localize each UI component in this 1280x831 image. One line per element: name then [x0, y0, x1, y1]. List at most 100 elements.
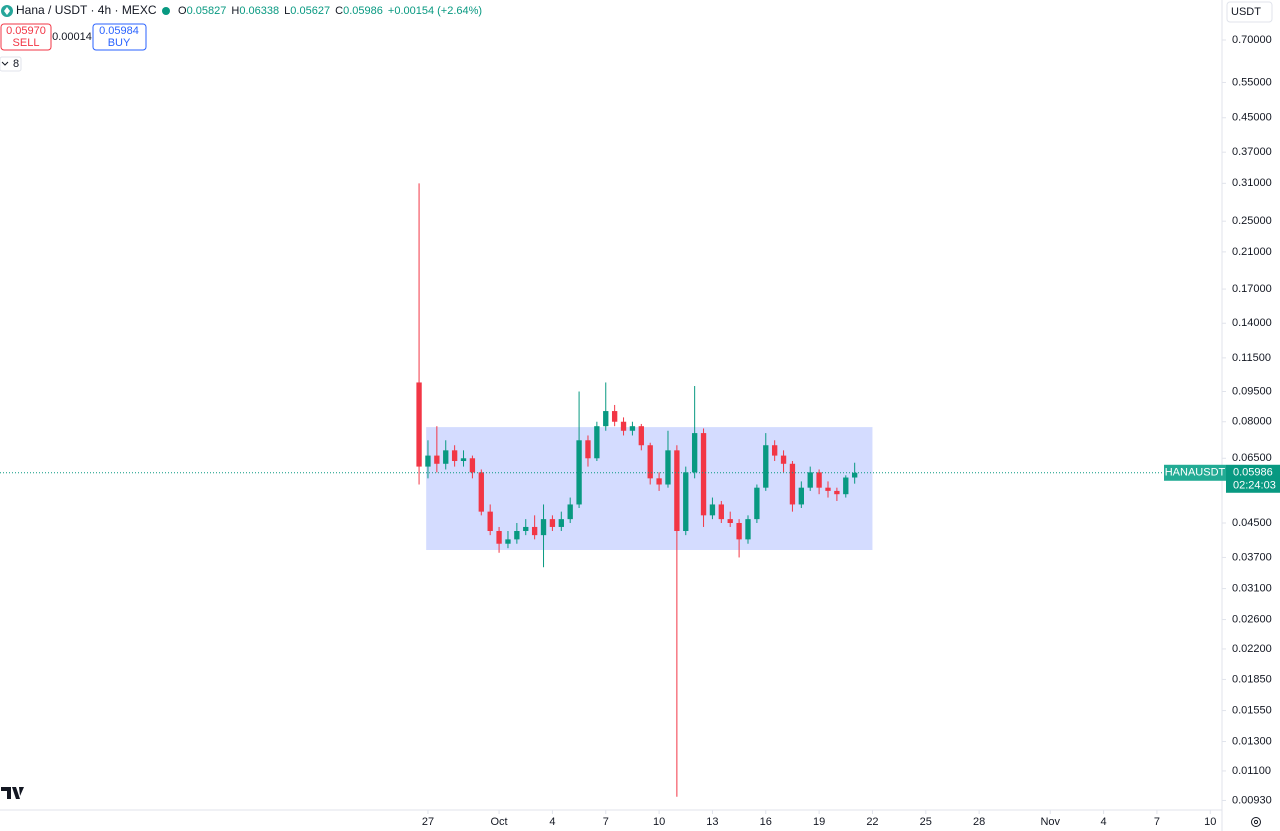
settings-icon[interactable]	[1251, 817, 1261, 827]
candle-body	[754, 487, 760, 520]
x-tick-label: 4	[549, 816, 555, 828]
candle-body	[780, 455, 787, 464]
candle-body	[460, 458, 467, 462]
y-tick-label: 0.01300	[1232, 735, 1272, 747]
candle-body	[665, 450, 671, 485]
x-tick-label: 7	[1154, 816, 1160, 828]
candle-body	[567, 504, 573, 520]
candle-body	[451, 450, 458, 462]
candle-body	[443, 450, 449, 464]
ohlc-value: 0.05986	[343, 5, 383, 17]
y-tick-label: 0.11500	[1232, 352, 1271, 364]
symbol-tag-label: HANAUSDT	[1165, 467, 1226, 479]
candle-body	[531, 526, 538, 536]
indicator-count: 8	[13, 58, 19, 70]
y-tick-label: 0.55000	[1232, 76, 1272, 88]
candle-body	[771, 445, 778, 456]
candle-body	[852, 472, 858, 478]
ohlc-letter: H	[231, 5, 239, 17]
candle-body	[834, 490, 840, 495]
buy-button[interactable]	[92, 23, 147, 51]
x-tick-label: 22	[866, 816, 878, 828]
ohlc-value: 0.06338	[239, 5, 279, 17]
candle-body	[638, 426, 644, 446]
y-tick-label: 0.00930	[1232, 794, 1272, 806]
y-tick-label: 0.01850	[1232, 673, 1272, 685]
candle-body	[505, 539, 511, 544]
ohlc-value: 0.05827	[187, 5, 227, 17]
x-tick-label: 13	[706, 816, 718, 828]
y-tick-label: 0.02600	[1232, 613, 1272, 625]
y-tick-label: 0.17000	[1232, 283, 1272, 295]
candle-body	[416, 382, 422, 467]
ohlc-letter: C	[335, 5, 343, 17]
candle-body	[478, 472, 484, 512]
currency-button[interactable]	[1226, 1, 1273, 23]
x-tick-label: 4	[1101, 816, 1107, 828]
candle-body	[763, 445, 769, 488]
y-tick-label: 0.01100	[1232, 765, 1271, 777]
candle-body	[700, 433, 707, 516]
candle-body	[789, 463, 796, 505]
candle-body	[674, 450, 680, 531]
candle-body	[727, 519, 733, 523]
price-tag	[1226, 464, 1280, 493]
y-tick-label: 0.70000	[1232, 34, 1272, 46]
candle-body	[825, 487, 831, 491]
ohlc-legend: O0.05827 H0.06338 L0.05627 C0.05986 +0.0…	[178, 5, 482, 17]
y-tick-label: 0.37000	[1232, 146, 1272, 158]
buy-label: BUY	[108, 37, 131, 49]
candle-body	[798, 487, 804, 505]
y-tick-label: 0.01550	[1232, 704, 1272, 716]
y-tick-label: 0.02200	[1232, 643, 1272, 655]
spread: 0.00014	[52, 31, 92, 43]
candle-body	[558, 519, 564, 527]
y-tick-label: 0.06500	[1232, 452, 1272, 464]
x-tick-label: 10	[653, 816, 665, 828]
candle-body	[549, 519, 556, 527]
ohlc-letter: O	[178, 5, 187, 17]
candle-body	[585, 440, 591, 459]
tradingview-logo[interactable]	[1, 787, 24, 799]
x-tick-label: 7	[603, 816, 609, 828]
sell-button[interactable]	[0, 23, 52, 51]
x-tick-label: 10	[1204, 816, 1216, 828]
settings-icon-center	[1253, 819, 1259, 825]
y-tick-label: 0.04500	[1232, 517, 1272, 529]
y-tick-label: 0.03700	[1232, 551, 1272, 563]
candle-body	[683, 472, 689, 531]
candle-body	[691, 433, 698, 473]
y-tick-label: 0.08000	[1232, 416, 1272, 428]
x-tick-label: 19	[813, 816, 825, 828]
indicators-toggle[interactable]	[0, 56, 22, 72]
y-tick-label: 0.25000	[1232, 215, 1272, 227]
candle-body	[843, 477, 849, 495]
candle-body	[425, 455, 431, 467]
y-tick-label: 0.09500	[1232, 385, 1272, 397]
candle-body	[816, 472, 822, 488]
candle-body	[709, 504, 716, 516]
y-tick-label: 0.21000	[1232, 246, 1272, 258]
candle-body	[807, 472, 813, 488]
x-tick-label: 27	[422, 816, 434, 828]
candle-body	[718, 504, 724, 520]
candle-body	[656, 478, 662, 485]
x-tick-label: 16	[760, 816, 772, 828]
market-status	[162, 7, 170, 15]
symbol-title[interactable]: Hana / USDT · 4h · MEXC	[16, 3, 157, 17]
candle-body	[469, 458, 476, 473]
candle-body	[594, 426, 600, 459]
x-tick-label: Nov	[1040, 816, 1060, 828]
x-tick-label: 25	[920, 816, 932, 828]
y-tick-label: 0.03100	[1232, 582, 1272, 594]
y-tick-label: 0.14000	[1232, 317, 1272, 329]
candle-body	[603, 411, 609, 427]
ohlc-letter: L	[284, 5, 290, 17]
candle-body	[745, 519, 751, 540]
candle-body	[647, 445, 653, 479]
y-tick-label: 0.31000	[1232, 177, 1272, 189]
candle-body	[514, 530, 520, 540]
x-tick-label: 28	[973, 816, 985, 828]
